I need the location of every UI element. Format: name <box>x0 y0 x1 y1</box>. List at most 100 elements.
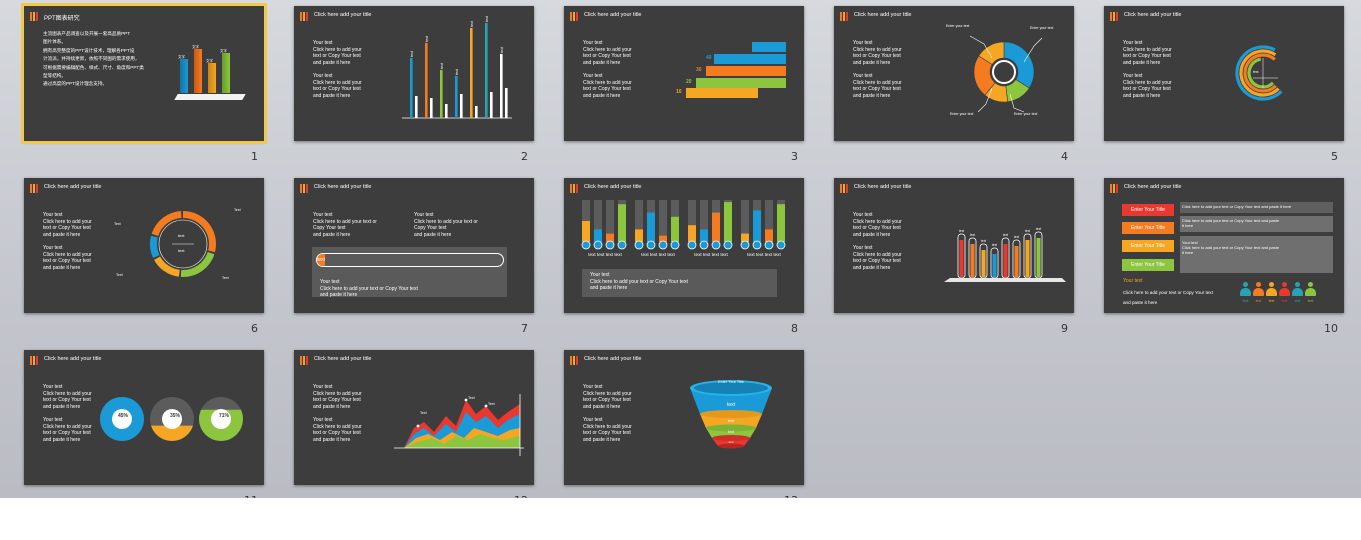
slide-title: Click here add your title <box>314 356 372 362</box>
panel-line: Click here to add your text or Copy Your… <box>1182 204 1292 209</box>
column-dot <box>740 240 750 250</box>
glass-column <box>968 237 977 279</box>
bar <box>470 28 473 118</box>
step-label: 40 <box>706 55 712 61</box>
glass-column <box>1012 239 1021 279</box>
slide-thumbnail-9[interactable]: Click here add your title Your text Clic… <box>834 178 1074 313</box>
logo-icon <box>570 12 580 21</box>
panel-text: Your text Click here to add your text or… <box>590 272 688 292</box>
slide-thumbnail-11[interactable]: Click here add your title Your text Clic… <box>24 350 264 485</box>
funnel-label: text <box>727 418 735 423</box>
step-chart: 40 30 20 10 <box>676 40 792 100</box>
logo-icon <box>30 12 40 21</box>
slide-number: 2 <box>521 150 528 163</box>
slide-thumbnail-5[interactable]: Click here add your title Your text Clic… <box>1104 6 1344 141</box>
slide-number: 4 <box>1061 150 1068 163</box>
bar-green <box>222 53 230 93</box>
ring-segment <box>150 235 160 259</box>
slide-body-text: Your text Click here to add your text or… <box>1123 40 1172 99</box>
slide-thumbnail-2[interactable]: Click here add your title Your text Clic… <box>294 6 534 141</box>
callout-label: Text <box>114 222 121 226</box>
slide-column-text: Your text Click here to add your text or… <box>313 212 377 238</box>
funnel-chart <box>690 380 772 449</box>
slide-thumbnail-12[interactable]: Click here add your title Your text Clic… <box>294 350 534 485</box>
bar <box>505 88 508 118</box>
person-label: text <box>1268 299 1275 303</box>
funnel-label: text <box>728 440 734 444</box>
bar <box>410 58 413 118</box>
column-fill <box>606 233 614 242</box>
bar <box>490 92 493 118</box>
title-button-3: Enter Your Title <box>1122 240 1174 252</box>
slide-title: Click here add your title <box>1124 12 1182 18</box>
column-track <box>635 200 643 242</box>
step-bar-20 <box>696 78 786 88</box>
slide-thumbnail-3[interactable]: Click here add your title Your text Clic… <box>564 6 804 141</box>
slide-title: Click here add your title <box>584 184 642 190</box>
logo-icon <box>570 184 580 193</box>
bar-label: text <box>470 21 474 27</box>
column-fill <box>992 254 997 277</box>
slide-title: Click here add your title <box>584 356 642 362</box>
people-row: text text text text text text <box>1240 282 1340 308</box>
text-panel: Your text Click here to add your text or… <box>582 269 777 297</box>
percent-circle-center <box>211 409 231 429</box>
percent-circle-center <box>112 409 132 429</box>
logo-icon <box>300 12 310 21</box>
slide-thumbnail-13[interactable]: Click here add your title Your text Clic… <box>564 350 804 485</box>
step-bar-10 <box>686 88 758 98</box>
column-dot <box>605 240 615 250</box>
radial-bar <box>1243 53 1277 93</box>
slide-title: Click here add your title <box>854 184 912 190</box>
logo-icon <box>30 356 40 365</box>
column-dot <box>634 240 644 250</box>
column-fill <box>1014 246 1019 277</box>
slide-thumbnail-8[interactable]: Click here add your title text text text… <box>564 178 804 313</box>
slide-title: Click here add your title <box>314 184 372 190</box>
column-fill <box>647 212 655 242</box>
bar <box>415 96 418 118</box>
text-panel: text text text text text text Your text … <box>312 247 507 299</box>
column-label: text <box>1025 229 1030 233</box>
slide-body-text: 主流图表产品调查以及开展一套高品质PPT 图片体系。 拥有高完整度的PPT设计技… <box>43 31 144 87</box>
title-button-4: Enter Your Title <box>1122 259 1174 271</box>
peak-label: Text <box>468 396 475 400</box>
ring-segment <box>183 211 216 253</box>
person-icon <box>1266 282 1277 298</box>
column-dot <box>687 240 697 250</box>
slide-body-text: Your text Click here to add your text or… <box>853 212 902 271</box>
footer-text: Click here to add your text or Copy Your… <box>1123 290 1213 305</box>
column-track <box>606 200 614 242</box>
column-fill <box>959 240 964 277</box>
slide-thumbnail-7[interactable]: Click here add your title Your text Clic… <box>294 178 534 313</box>
center-label: text <box>178 248 185 253</box>
panel-text: Your text Click here to add your text or… <box>320 279 418 299</box>
step-label: 10 <box>676 89 682 95</box>
column-fill <box>765 229 773 242</box>
slide-body-text: Your text Click here to add your text or… <box>43 384 92 443</box>
slide-sorter-pane[interactable]: PPT图表研究 主流图表产品调查以及开展一套高品质PPT 图片体系。 拥有高完整… <box>0 0 1361 498</box>
slide-thumbnail-6[interactable]: Click here add your title Your text Clic… <box>24 178 264 313</box>
percent-label: 45% <box>117 413 128 419</box>
callout-label: Enter your text <box>1014 112 1038 116</box>
person-icon <box>1240 282 1251 298</box>
column-fill <box>659 235 667 242</box>
column-dot <box>670 240 680 250</box>
slide-title: Click here add your title <box>584 12 642 18</box>
ring-segment <box>180 252 215 277</box>
ring-inner-line <box>158 219 208 269</box>
slide-thumbnail-10[interactable]: Click here add your title Enter Your Tit… <box>1104 178 1344 313</box>
callout-label: Enter your text <box>946 24 970 28</box>
progress-column-chart <box>581 200 786 250</box>
segmented-ring-chart <box>150 211 216 277</box>
peak-label: Text <box>420 411 427 415</box>
column-label: text <box>981 239 986 243</box>
slide-number: 7 <box>521 322 528 335</box>
slide-thumbnail-1[interactable]: PPT图表研究 主流图表产品调查以及开展一套高品质PPT 图片体系。 拥有高完整… <box>21 3 267 144</box>
person-label: text <box>1307 299 1314 303</box>
group-label: text text text text <box>641 252 675 257</box>
slide-thumbnail-4[interactable]: Click here add your title Your text Clic… <box>834 6 1074 141</box>
logo-icon <box>300 356 310 365</box>
column-dot <box>646 240 656 250</box>
bar-label: text <box>500 47 504 53</box>
